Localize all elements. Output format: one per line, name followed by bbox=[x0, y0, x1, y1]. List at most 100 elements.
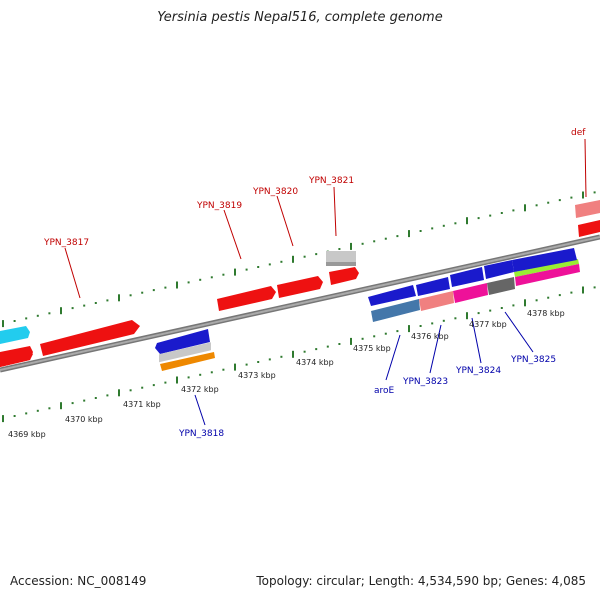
tick-major bbox=[176, 376, 178, 384]
tick-dot bbox=[558, 199, 561, 202]
kbp-label: 4377 kbp bbox=[469, 320, 507, 329]
gene-ypn-3821-pseudo[interactable] bbox=[326, 251, 356, 265]
tick-dot bbox=[303, 350, 306, 353]
gene-ypn-3821[interactable] bbox=[329, 267, 359, 285]
gene-ypn-3818[interactable] bbox=[155, 329, 210, 354]
tick-dot bbox=[187, 281, 190, 284]
label-def[interactable]: def bbox=[571, 128, 586, 138]
kbp-label: 4375 kbp bbox=[353, 344, 391, 353]
label-ypn-3817[interactable]: YPN_3817 bbox=[43, 238, 89, 248]
tick-dot bbox=[83, 304, 86, 307]
tick-dot bbox=[315, 348, 318, 351]
gene-ypn-3825-magenta[interactable] bbox=[515, 264, 580, 286]
tick-dot bbox=[245, 268, 248, 271]
tick-dot bbox=[396, 235, 399, 238]
tick-major bbox=[466, 217, 468, 225]
forward-labels: YPN_3817 YPN_3819 YPN_3820 YPN_3821 def bbox=[43, 128, 587, 299]
tick-dot bbox=[164, 381, 167, 384]
tick-dot bbox=[547, 201, 550, 204]
tick-dot bbox=[442, 224, 445, 227]
tick-major bbox=[350, 337, 352, 345]
gene-ypn-3825-green[interactable] bbox=[514, 259, 579, 277]
tick-dot bbox=[326, 345, 329, 348]
label-ypn-3820[interactable]: YPN_3820 bbox=[252, 187, 298, 197]
gene-forward[interactable] bbox=[0, 326, 30, 344]
gene-ypn-3818-orange[interactable] bbox=[160, 352, 215, 371]
kbp-label: 4370 kbp bbox=[65, 415, 103, 424]
tick-dot bbox=[222, 273, 225, 276]
tick-dot bbox=[210, 276, 213, 279]
tick-dot bbox=[419, 230, 422, 232]
gene-ypn-3825-blue[interactable] bbox=[484, 260, 514, 279]
label-aroE[interactable]: aroE bbox=[374, 386, 395, 396]
map-title: Yersinia pestis Nepal516, complete genom… bbox=[157, 10, 443, 25]
gene-ypn-3825-grey[interactable] bbox=[487, 277, 515, 295]
tick-dot bbox=[13, 320, 16, 322]
tick-dot bbox=[373, 240, 376, 243]
gene-reverse[interactable] bbox=[0, 346, 33, 367]
gene-aroE-steel[interactable] bbox=[371, 299, 420, 322]
kbp-label: 4369 kbp bbox=[8, 430, 46, 439]
tick-dot bbox=[152, 384, 155, 387]
gene-ypn-3818-grey[interactable] bbox=[159, 342, 211, 363]
tick-dot bbox=[489, 214, 492, 217]
gene-ypn-3817[interactable] bbox=[40, 320, 140, 356]
tick-dot bbox=[477, 217, 480, 220]
tick-dot bbox=[141, 386, 144, 389]
tick-major bbox=[524, 204, 526, 212]
tick-dot bbox=[361, 242, 364, 245]
tick-dot bbox=[442, 319, 445, 322]
tick-dot bbox=[141, 291, 144, 294]
gene-ypn-3819[interactable] bbox=[217, 286, 276, 311]
gene-ypn-3824[interactable] bbox=[453, 283, 488, 303]
tick-dot bbox=[570, 291, 573, 294]
label-ypn-3823[interactable]: YPN_3823 bbox=[402, 377, 448, 387]
tick-dot bbox=[431, 227, 434, 230]
gene-ypn-3824-blue[interactable] bbox=[450, 267, 484, 287]
tick-major bbox=[350, 242, 352, 250]
tick-dot bbox=[129, 294, 132, 297]
label-ypn-3819[interactable]: YPN_3819 bbox=[196, 201, 242, 211]
tick-dot bbox=[558, 294, 561, 297]
gene-def[interactable] bbox=[575, 200, 600, 218]
tick-dot bbox=[280, 355, 283, 358]
tick-dot bbox=[36, 314, 39, 317]
tick-dot bbox=[245, 363, 248, 366]
tick-dot bbox=[512, 209, 515, 212]
kbp-labels: 4369 kbp 4370 kbp 4371 kbp 4372 kbp 4373… bbox=[8, 309, 565, 439]
kbp-label: 4378 kbp bbox=[527, 309, 565, 318]
lower-tick-ruler bbox=[2, 286, 596, 423]
tick-dot bbox=[500, 307, 503, 309]
gene-reverse[interactable] bbox=[512, 248, 577, 272]
tick-dot bbox=[547, 296, 550, 299]
gene-ypn-3823-blue[interactable] bbox=[416, 277, 450, 296]
tick-dot bbox=[199, 373, 202, 376]
tick-dot bbox=[280, 260, 283, 263]
tick-dot bbox=[338, 343, 341, 345]
gene-aroE[interactable] bbox=[368, 285, 416, 306]
tick-major bbox=[408, 325, 410, 333]
tick-dot bbox=[454, 222, 457, 225]
gene-ypn-3820[interactable] bbox=[277, 276, 323, 298]
label-ypn-3825[interactable]: YPN_3825 bbox=[510, 355, 556, 365]
tick-dot bbox=[222, 368, 225, 371]
gene-ypn-3823[interactable] bbox=[419, 291, 454, 311]
tick-dot bbox=[303, 255, 306, 258]
gene-forward[interactable] bbox=[578, 220, 600, 237]
tick-dot bbox=[25, 412, 28, 415]
tick-major bbox=[466, 312, 468, 320]
label-ypn-3824[interactable]: YPN_3824 bbox=[455, 366, 501, 376]
label-ypn-3821[interactable]: YPN_3821 bbox=[308, 176, 354, 186]
tick-dot bbox=[268, 358, 271, 361]
kbp-label: 4374 kbp bbox=[296, 358, 334, 367]
label-ypn-3818[interactable]: YPN_3818 bbox=[178, 429, 224, 439]
tick-major bbox=[234, 363, 236, 371]
kbp-label: 4376 kbp bbox=[411, 332, 449, 341]
reverse-strand-genes bbox=[0, 248, 580, 371]
tick-dot bbox=[384, 237, 387, 240]
genome-summary-text: Topology: circular; Length: 4,534,590 bp… bbox=[256, 574, 586, 588]
tick-dot bbox=[512, 304, 515, 307]
tick-dot bbox=[396, 330, 399, 333]
kbp-label: 4373 kbp bbox=[238, 371, 276, 380]
